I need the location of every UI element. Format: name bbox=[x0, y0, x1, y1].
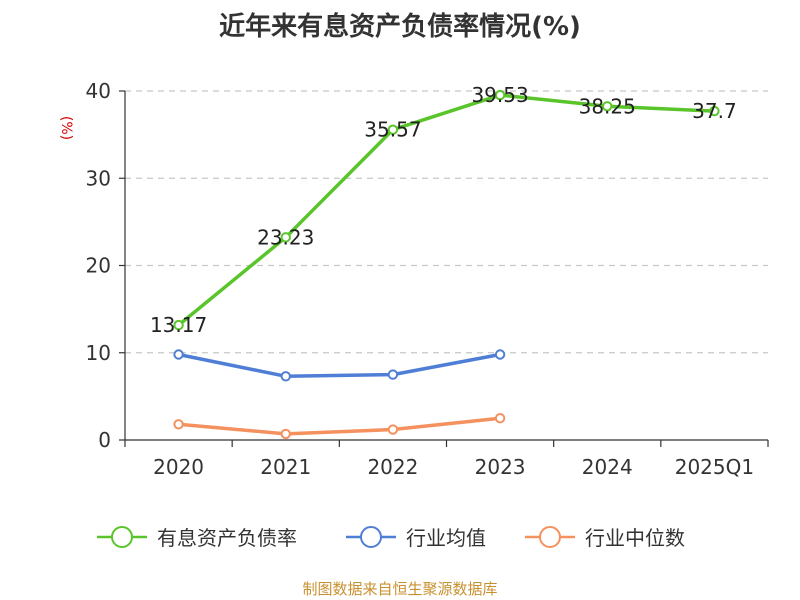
data-point-0 bbox=[602, 101, 613, 112]
series-line-2 bbox=[178, 416, 501, 436]
data-point-2 bbox=[280, 428, 291, 440]
y-tick-label: 10 bbox=[86, 341, 111, 365]
data-label: 13.17 bbox=[150, 313, 207, 337]
data-point-0 bbox=[280, 232, 291, 243]
data-label: 37.7 bbox=[692, 99, 737, 123]
data-point-0 bbox=[173, 319, 184, 331]
legend-marker bbox=[111, 526, 133, 548]
grid-layer bbox=[125, 90, 768, 354]
legend-label: 有息资产负债率 bbox=[157, 526, 297, 550]
x-tick-label: 2020 bbox=[153, 455, 204, 479]
legend-item: 行业中位数 bbox=[525, 526, 685, 550]
data-label: 35.57 bbox=[364, 118, 421, 142]
data-point-0 bbox=[494, 89, 506, 101]
data-label: 23.23 bbox=[257, 225, 314, 249]
x-tick-label: 2024 bbox=[582, 455, 633, 479]
data-point-1 bbox=[387, 369, 399, 380]
data-point-0 bbox=[387, 124, 399, 135]
data-point-2 bbox=[494, 412, 506, 424]
x-tick-label: 2021 bbox=[260, 455, 311, 479]
legend-item: 有息资产负债率 bbox=[97, 526, 297, 550]
chart-title: 近年来有息资产负债率情况(%) bbox=[219, 12, 581, 42]
data-point-0 bbox=[709, 105, 720, 117]
data-label-layer: 13.17 23.23 35.57 39.53 38.25 37.7 bbox=[150, 83, 737, 337]
data-point-1 bbox=[494, 349, 506, 360]
axis-layer: 0 10 20 30 40 2020 2021 2022 2023 2024 2025Q1 (%) bbox=[58, 79, 769, 479]
y-tick-label: 20 bbox=[86, 254, 111, 278]
legend-item: 行业均值 bbox=[346, 526, 486, 550]
series-layer bbox=[173, 89, 720, 440]
legend-marker bbox=[539, 526, 561, 548]
legend-marker bbox=[360, 526, 382, 548]
source-note: 制图数据来自恒生聚源数据库 bbox=[302, 580, 498, 598]
legend-label: 行业中位数 bbox=[585, 526, 685, 550]
data-point-2 bbox=[387, 424, 399, 435]
y-tick-label: 40 bbox=[86, 79, 111, 103]
data-point-1 bbox=[280, 371, 291, 382]
data-label: 38.25 bbox=[579, 94, 636, 118]
legend: 有息资产负债率 行业均值 行业中位数 bbox=[97, 526, 685, 550]
data-point-1 bbox=[173, 349, 184, 360]
data-point-2 bbox=[173, 419, 184, 430]
x-tick-label: 2022 bbox=[367, 455, 418, 479]
y-axis-unit-label: (%) bbox=[58, 116, 74, 140]
data-label: 39.53 bbox=[471, 83, 528, 107]
x-tick-label: 2025Q1 bbox=[675, 455, 754, 479]
legend-label: 行业均值 bbox=[406, 526, 486, 550]
y-tick-label: 0 bbox=[98, 428, 111, 452]
x-tick-label: 2023 bbox=[475, 455, 526, 479]
series-line-0 bbox=[177, 93, 715, 327]
y-tick-label: 30 bbox=[86, 166, 111, 190]
series-line-1 bbox=[178, 352, 501, 379]
